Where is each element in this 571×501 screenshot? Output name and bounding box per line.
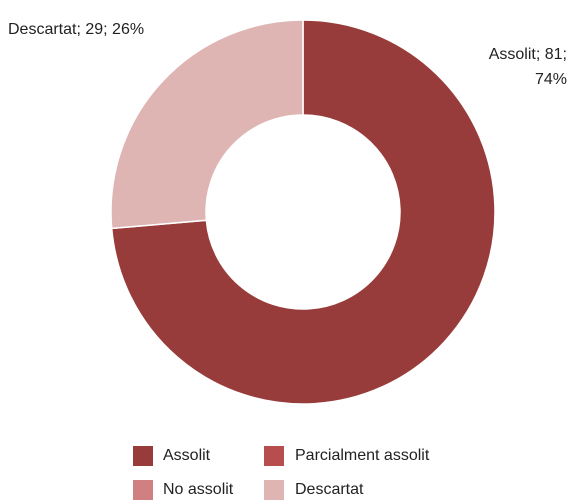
legend-label: No assolit xyxy=(163,481,234,498)
legend-swatch xyxy=(133,446,153,466)
slice xyxy=(110,19,496,405)
slice xyxy=(110,19,304,230)
legend-label: Parcialment assolit xyxy=(295,447,430,464)
data-label: Descartat; 29; 26% xyxy=(8,21,145,38)
data-label: Assolit; 81; 74% xyxy=(488,46,567,88)
legend-label: Assolit xyxy=(163,447,211,464)
legend-swatch xyxy=(133,480,153,500)
legend-label: Descartat xyxy=(295,481,364,498)
legend-swatch xyxy=(264,446,284,466)
legend-swatch xyxy=(264,480,284,500)
